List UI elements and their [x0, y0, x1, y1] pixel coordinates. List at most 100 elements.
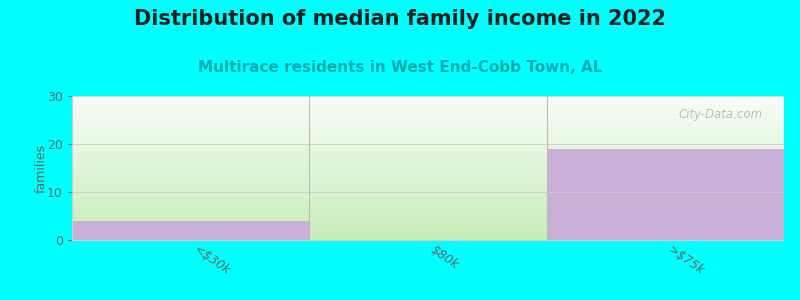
Bar: [72, 199, 784, 200]
Bar: [72, 101, 784, 102]
Bar: [72, 158, 784, 159]
Bar: [72, 159, 784, 160]
Bar: [72, 110, 784, 111]
Bar: [72, 202, 784, 203]
Bar: [72, 132, 784, 133]
Bar: [72, 112, 784, 113]
Bar: [72, 115, 784, 116]
Bar: [72, 104, 784, 105]
Bar: [72, 142, 784, 143]
Bar: [72, 103, 784, 104]
Bar: [72, 168, 784, 169]
Bar: [72, 220, 784, 221]
Bar: [72, 167, 784, 168]
Bar: [72, 123, 784, 124]
Bar: [72, 164, 784, 165]
Bar: [72, 105, 784, 106]
Bar: [72, 128, 784, 129]
Bar: [72, 131, 784, 132]
Bar: [72, 201, 784, 202]
Bar: [72, 133, 784, 134]
Bar: [72, 100, 784, 101]
Bar: [72, 191, 784, 192]
Bar: [72, 134, 784, 135]
Bar: [72, 213, 784, 214]
Bar: [72, 111, 784, 112]
Bar: [72, 170, 784, 171]
Bar: [72, 173, 784, 174]
Bar: [72, 107, 784, 108]
Bar: [72, 155, 784, 156]
Bar: [72, 204, 784, 205]
Bar: [72, 221, 784, 222]
Bar: [72, 189, 784, 190]
Bar: [72, 172, 784, 173]
Bar: [72, 139, 784, 140]
Bar: [72, 181, 784, 182]
Bar: [72, 165, 784, 166]
Bar: [72, 99, 784, 100]
Bar: [72, 226, 784, 227]
Bar: [72, 177, 784, 178]
Bar: [72, 208, 784, 209]
Y-axis label: families: families: [35, 143, 48, 193]
Bar: [72, 225, 784, 226]
Bar: [72, 138, 784, 139]
Bar: [72, 239, 784, 240]
Bar: [72, 238, 784, 239]
Bar: [72, 161, 784, 162]
Bar: [72, 206, 784, 207]
Bar: [72, 113, 784, 114]
Bar: [72, 190, 784, 191]
Bar: [72, 233, 784, 234]
Bar: [72, 106, 784, 107]
Bar: [72, 127, 784, 128]
Bar: [72, 150, 784, 151]
Bar: [72, 178, 784, 179]
Bar: [72, 154, 784, 155]
Bar: [72, 207, 784, 208]
Bar: [72, 169, 784, 170]
Bar: [72, 235, 784, 236]
Bar: [72, 141, 784, 142]
Bar: [72, 237, 784, 238]
Bar: [72, 185, 784, 186]
Bar: [72, 143, 784, 144]
Bar: [72, 136, 784, 137]
Bar: [72, 149, 784, 150]
Bar: [72, 230, 784, 231]
Bar: [72, 205, 784, 206]
Bar: [72, 186, 784, 187]
Bar: [72, 234, 784, 235]
Bar: [72, 124, 784, 125]
Bar: [72, 236, 784, 237]
Bar: [72, 162, 784, 163]
Bar: [72, 163, 784, 164]
Bar: [72, 125, 784, 126]
Bar: [72, 120, 784, 121]
Bar: [72, 219, 784, 220]
Bar: [72, 182, 784, 183]
Bar: [72, 229, 784, 230]
Bar: [72, 116, 784, 117]
Bar: [72, 221, 310, 240]
Bar: [72, 203, 784, 204]
Bar: [546, 149, 784, 240]
Bar: [72, 184, 784, 185]
Bar: [72, 212, 784, 213]
Bar: [72, 174, 784, 175]
Bar: [72, 151, 784, 152]
Bar: [72, 187, 784, 188]
Bar: [72, 218, 784, 219]
Bar: [72, 231, 784, 232]
Bar: [72, 209, 784, 210]
Bar: [72, 211, 784, 212]
Bar: [72, 98, 784, 99]
Bar: [72, 176, 784, 177]
Bar: [72, 200, 784, 201]
Bar: [72, 175, 784, 176]
Bar: [72, 222, 784, 223]
Bar: [72, 121, 784, 122]
Bar: [72, 160, 784, 161]
Bar: [72, 193, 784, 194]
